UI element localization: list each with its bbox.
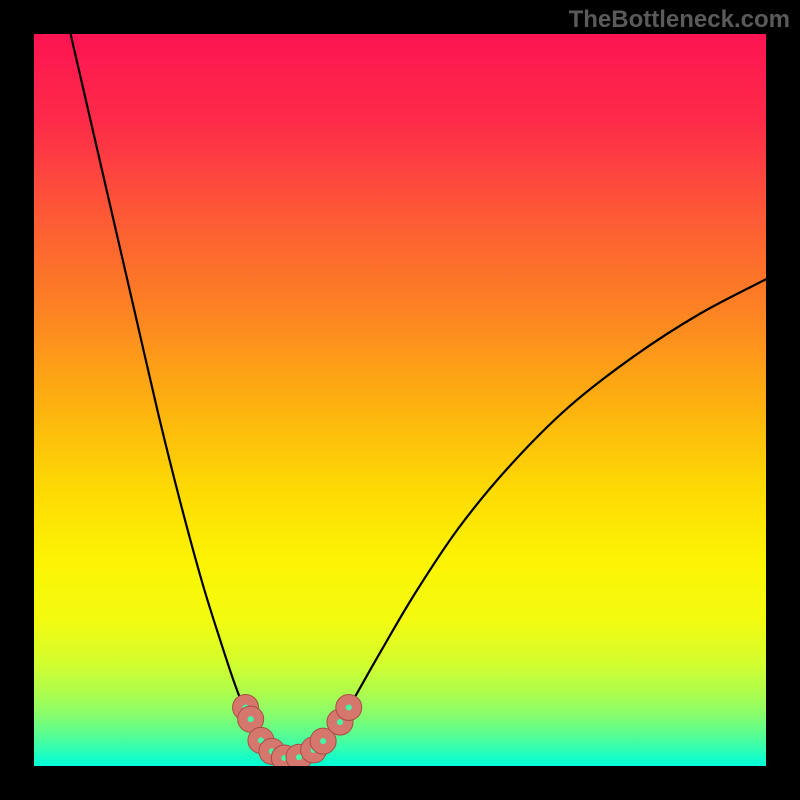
marker-point-hole <box>320 738 326 744</box>
marker-point-hole <box>337 719 343 725</box>
curve-overlay <box>0 0 800 800</box>
marker-point-hole <box>346 704 352 710</box>
marker-point-hole <box>248 716 254 722</box>
marker-point-hole <box>296 754 302 760</box>
bottleneck-curve <box>71 34 766 759</box>
chart-container: TheBottleneck.com <box>0 0 800 800</box>
